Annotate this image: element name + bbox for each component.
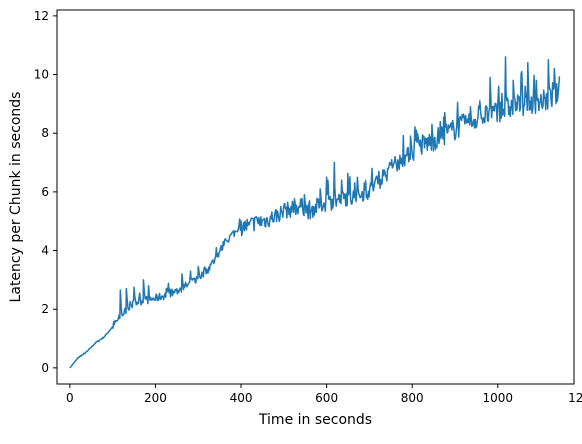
latency-series-line	[69, 56, 561, 369]
x-tick-label: 600	[315, 391, 338, 405]
axes-frame	[56, 9, 575, 385]
y-axis-ticks: 0 2 4 6 8 10 12	[34, 9, 57, 375]
y-tick-label: 8	[41, 126, 49, 140]
x-tick-label: 1200	[568, 391, 582, 405]
x-axis-label: Time in seconds	[258, 412, 372, 428]
y-tick-label: 0	[41, 361, 49, 375]
plot-area	[69, 56, 561, 369]
y-tick-label: 4	[41, 244, 49, 258]
x-tick-label: 1000	[483, 391, 514, 405]
series-layer	[69, 56, 561, 369]
x-axis-ticks: 0 200 400 600 800 1000 1200	[66, 384, 582, 405]
y-tick-label: 10	[34, 68, 49, 82]
y-tick-label: 6	[41, 185, 49, 199]
y-axis-label: Latency per Chunk in seconds	[8, 92, 24, 303]
x-tick-label: 200	[144, 391, 167, 405]
x-tick-label: 400	[230, 391, 253, 405]
x-tick-label: 800	[401, 391, 424, 405]
y-tick-label: 12	[34, 9, 49, 23]
y-tick-label: 2	[41, 302, 49, 316]
x-tick-label: 0	[66, 391, 74, 405]
